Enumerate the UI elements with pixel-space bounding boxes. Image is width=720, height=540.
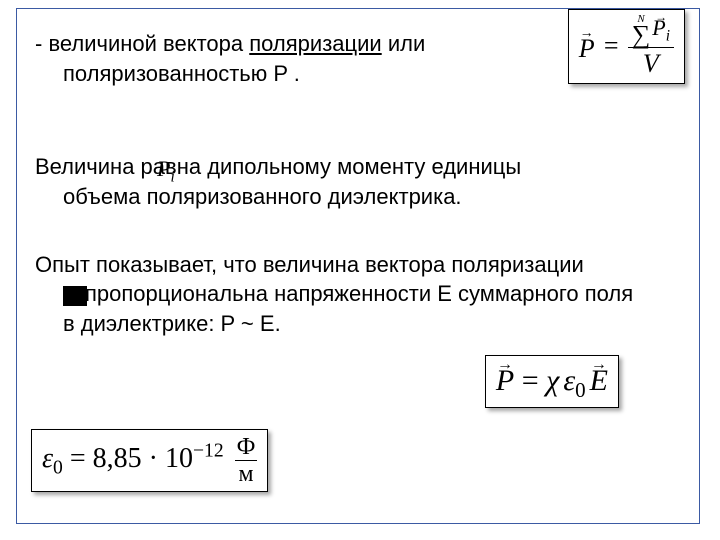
formula-epsilon: ε0 = 8,85 · 10−12 Ф м [31, 429, 268, 492]
pi-inline: Pi [157, 154, 179, 188]
eps-sub: 0 [53, 458, 63, 479]
para-3: Опыт показывает, что величина вектора по… [35, 250, 681, 339]
p2-l2: объема поляризованного диэлектрика. [35, 184, 462, 209]
pi-letter: P [157, 156, 170, 181]
eps-exp: −12 [193, 441, 224, 462]
sum-symbol: ∑ [632, 25, 651, 46]
eq: = [604, 31, 619, 60]
eps-sym: ε [42, 443, 53, 474]
formula-polarization: → P = N ∑ → Pi V [568, 9, 685, 84]
p2-lead: Величина равна дипольному моменту единиц… [35, 154, 521, 179]
chi-eq: = [514, 364, 546, 397]
chi-chi: χ [546, 364, 559, 397]
p1-l2: поляризованностью P . [35, 61, 300, 86]
arrow-icon: → [655, 11, 667, 23]
p1-underlined: поляризации [249, 31, 381, 56]
formula-chi: → P = χε0 → E [485, 355, 619, 408]
p3-l3: в диэлектрике: P ~ E. [35, 311, 281, 336]
chi-eps-sub: 0 [575, 378, 586, 402]
eps-unit-num: Ф [235, 434, 258, 460]
para-2: Величина равна дипольному моменту единиц… [35, 152, 681, 211]
redaction-box [63, 286, 87, 306]
p1-l1a: - величиной вектора [35, 31, 249, 56]
arrow-icon: → [497, 356, 513, 374]
p1-l1c: или [382, 31, 426, 56]
eps-unit-den: м [235, 461, 258, 487]
p3-l2: пропорциональна напряженности Е суммарно… [85, 281, 633, 306]
eps-eq: = 8,85 · 10 [63, 443, 193, 474]
content-frame: - величиной вектора поляризации или поля… [16, 8, 700, 524]
sum-sub: i [666, 27, 670, 44]
den-V: V [628, 49, 674, 79]
arrow-icon: → [580, 26, 594, 42]
arrow-icon: → [591, 356, 607, 374]
p3-l1: Опыт показывает, что величина вектора по… [35, 252, 584, 277]
pi-sub: i [170, 169, 174, 186]
chi-eps: ε [563, 364, 575, 397]
